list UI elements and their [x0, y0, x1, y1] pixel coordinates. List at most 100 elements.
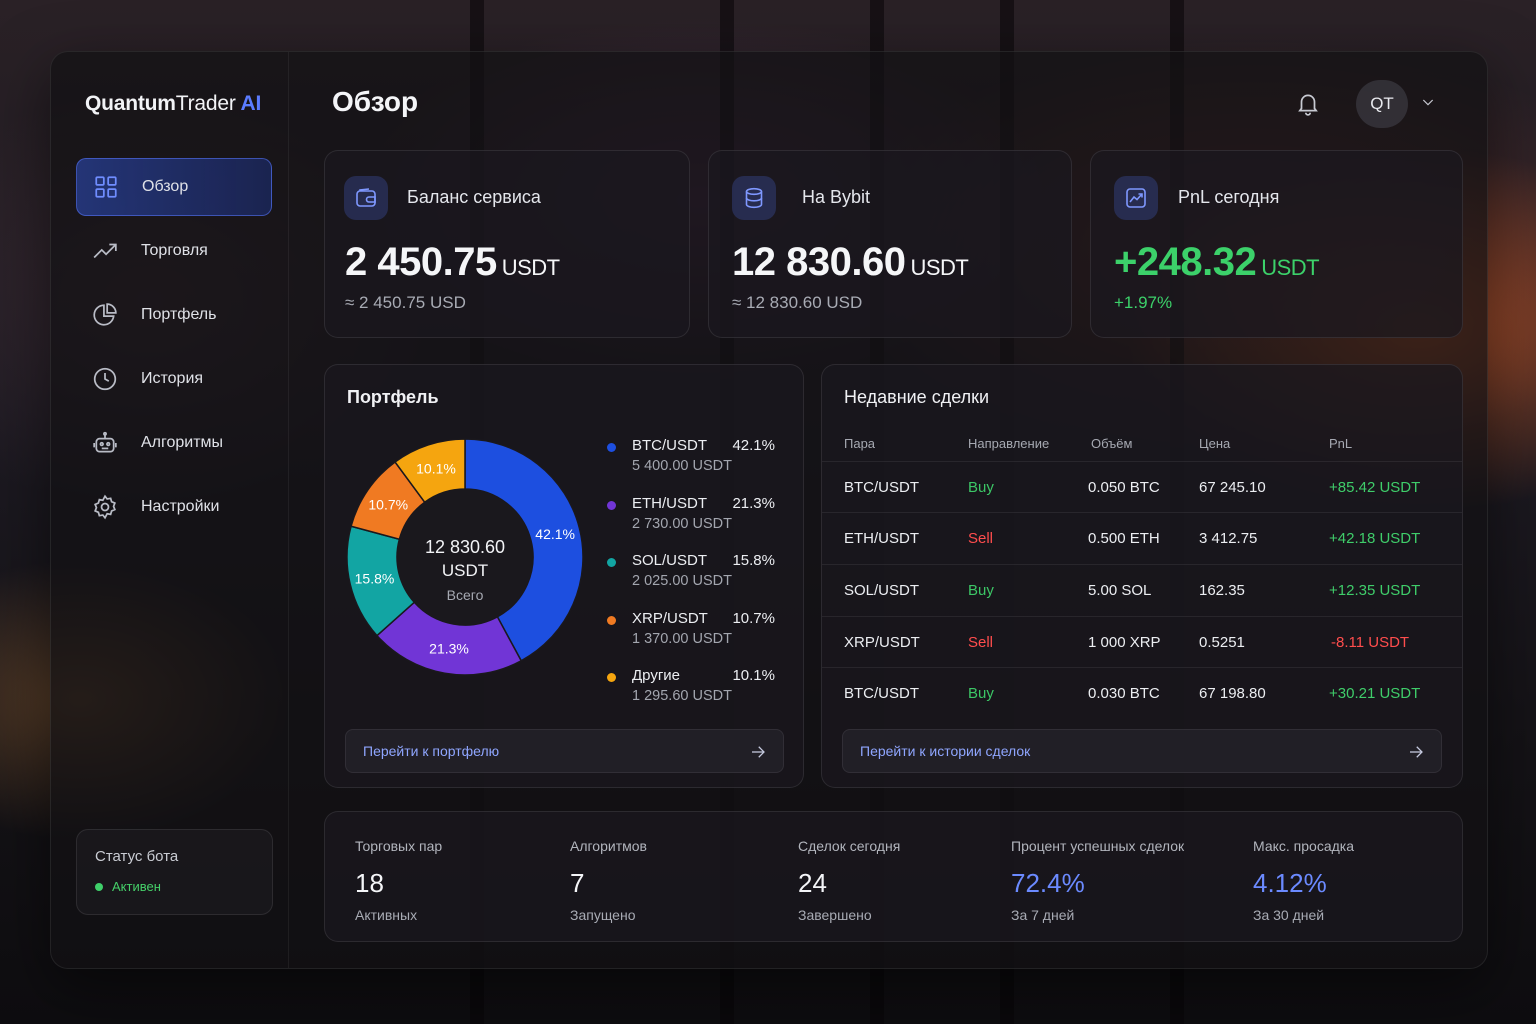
stat-sub: ≈ 2 450.75 USD: [345, 293, 466, 312]
dashboard-window: QuantumTrader AI Обзор Торговля Портф: [50, 51, 1488, 969]
table-row[interactable]: BTC/USDT Buy 0.050 BTC 67 245.10 +85.42 …: [822, 461, 1462, 512]
metric-value: 72.4%: [1011, 868, 1085, 898]
database-icon: [732, 176, 776, 220]
legend-amount: 2 025.00 USDT: [632, 573, 732, 589]
legend-item-other[interactable]: Другие 10.1% 1 295.60 USDT: [605, 665, 781, 723]
stat-label: PnL сегодня: [1178, 187, 1280, 207]
legend-amount: 2 730.00 USDT: [632, 515, 732, 532]
go-to-portfolio-button[interactable]: Перейти к портфелю: [345, 729, 784, 773]
stat-label: Баланс сервиса: [407, 187, 541, 207]
brand-logo[interactable]: QuantumTrader AI: [85, 92, 261, 116]
sidebar-item-label: Портфель: [141, 306, 217, 323]
trade-pair: BTC/USDT: [844, 685, 919, 702]
metric-algorithms: Алгоритмов 7 Запущено: [570, 838, 647, 923]
donut-center-value: 12 830.60: [425, 537, 505, 557]
sidebar-item-overview[interactable]: Обзор: [76, 158, 272, 216]
donut-slice-label-1: 42.1%: [535, 526, 575, 542]
legend-name: ETH/USDT: [632, 494, 707, 512]
pie-icon: [90, 300, 120, 330]
metric-label: Процент успешных сделок: [1011, 838, 1185, 854]
metric-value: 18: [355, 868, 384, 898]
brand-name: Quantum: [85, 92, 176, 115]
arrow-right-icon: [1407, 743, 1425, 761]
trade-volume: 0.030 BTC: [1088, 685, 1160, 702]
go-to-portfolio-label: Перейти к портфелю: [363, 743, 500, 759]
arrow-right-icon: [749, 743, 767, 761]
sidebar-item-history[interactable]: История: [76, 350, 272, 408]
stat-value: 12 830.60 USDT: [732, 240, 969, 285]
trade-volume: 0.050 BTC: [1088, 479, 1160, 496]
go-to-trade-history-button[interactable]: Перейти к истории сделок: [842, 729, 1442, 773]
trade-pair: SOL/USDT: [844, 582, 920, 599]
table-row[interactable]: SOL/USDT Buy 5.00 SOL 162.35 +12.35 USDT: [822, 564, 1462, 615]
trade-price: 67 245.10: [1199, 479, 1266, 496]
trade-volume: 0.500 ETH: [1088, 530, 1160, 547]
trade-pnl: +30.21 USDT: [1329, 685, 1421, 702]
legend-item-xrp[interactable]: XRP/USDT 10.7% 1 370.00 USDT: [605, 608, 781, 666]
bot-status-label: Активен: [112, 879, 161, 894]
page-title: Обзор: [332, 86, 419, 117]
trade-side: Sell: [968, 634, 994, 651]
stat-sub: +1.97%: [1114, 293, 1173, 312]
brand-ai: AI: [240, 92, 262, 115]
metric-sub: Запущено: [570, 907, 636, 923]
legend-dot-icon: [607, 673, 616, 682]
recent-trades-card: Недавние сделки Пара Направление Объём Ц…: [821, 364, 1463, 788]
portfolio-donut-chart: 42.1% 21.3% 15.8% 10.7% 10.1% 12 830.60 USDT…: [346, 438, 584, 676]
recent-trades-title: Недавние сделки: [844, 387, 990, 407]
metric-win-rate: Процент успешных сделок 72.4% За 7 дней: [1011, 838, 1184, 923]
brand-name-light: Trader: [175, 92, 236, 115]
legend-dot-icon: [607, 443, 616, 452]
status-dot-icon: [95, 882, 103, 891]
bot-status-card: Статус бота Активен: [76, 829, 273, 915]
col-price: Цена: [1199, 436, 1231, 451]
trade-side: Buy: [968, 582, 994, 599]
stat-value: +248.32 USDT: [1114, 240, 1320, 285]
chevron-down-icon[interactable]: [1420, 94, 1438, 112]
stat-number: 2 450.75: [345, 240, 497, 284]
sidebar-item-algorithms[interactable]: Алгоритмы: [76, 414, 272, 472]
trade-pnl: -8.11 USDT: [1331, 634, 1410, 651]
col-direction: Направление: [968, 436, 1050, 451]
sidebar-item-trading[interactable]: Торговля: [76, 222, 272, 280]
sidebar-item-label: Настройки: [141, 498, 220, 515]
legend-dot-icon: [607, 500, 616, 510]
wallet-icon: [344, 176, 388, 220]
stat-sub: ≈ 12 830.60 USD: [732, 293, 863, 312]
stat-number: 12 830.60: [732, 240, 906, 284]
legend-item-sol[interactable]: SOL/USDT 15.8% 2 025.00 USDT: [605, 550, 781, 608]
table-row[interactable]: XRP/USDT Sell 1 000 XRP 0.5251 -8.11 USD…: [822, 616, 1462, 667]
table-row[interactable]: ETH/USDT Sell 0.500 ETH 3 412.75 +42.18 …: [822, 512, 1462, 563]
sidebar-item-portfolio[interactable]: Портфель: [76, 286, 272, 344]
portfolio-title: Портфель: [347, 387, 439, 407]
legend-item-eth[interactable]: ETH/USDT 21.3% 2 730.00 USDT: [605, 493, 781, 551]
sidebar-item-settings[interactable]: Настройки: [76, 478, 272, 536]
trade-pair: XRP/USDT: [844, 634, 920, 651]
legend-name: Другие: [632, 667, 681, 684]
bybit-card: На Bybit 12 830.60 USDT ≈ 12 830.60 USD: [708, 150, 1072, 338]
trade-pair: BTC/USDT: [844, 479, 919, 496]
portfolio-legend: BTC/USDT 42.1% 5 400.00 USDT ETH/USDT 21…: [605, 435, 781, 723]
donut-slice-label-3: 15.8%: [355, 570, 395, 586]
avatar[interactable]: QT: [1356, 80, 1408, 128]
table-row[interactable]: BTC/USDT Buy 0.030 BTC 67 198.80 +30.21 …: [822, 667, 1462, 718]
trade-price: 0.5251: [1199, 634, 1245, 651]
trade-pnl: +42.18 USDT: [1329, 530, 1421, 547]
col-pair: Пара: [844, 436, 876, 451]
legend-item-btc[interactable]: BTC/USDT 42.1% 5 400.00 USDT: [605, 435, 781, 493]
legend-name: XRP/USDT: [632, 609, 708, 627]
chart-line-icon: [1114, 176, 1158, 220]
legend-pct: 15.8%: [732, 552, 775, 569]
trade-price: 3 412.75: [1199, 530, 1258, 547]
legend-pct: 21.3%: [732, 494, 775, 512]
stat-unit: USDT: [910, 255, 969, 280]
metric-trades-today: Сделок сегодня 24 Завершено: [798, 838, 900, 923]
stat-number: +248.32: [1114, 240, 1257, 284]
robot-icon: [90, 428, 120, 458]
donut-slice-label-5: 10.1%: [416, 461, 456, 477]
bell-icon[interactable]: [1295, 90, 1323, 118]
metric-label: Сделок сегодня: [798, 838, 901, 854]
col-pnl: PnL: [1329, 436, 1353, 451]
trend-icon: [90, 236, 120, 266]
legend-amount: 1 370.00 USDT: [632, 630, 732, 647]
